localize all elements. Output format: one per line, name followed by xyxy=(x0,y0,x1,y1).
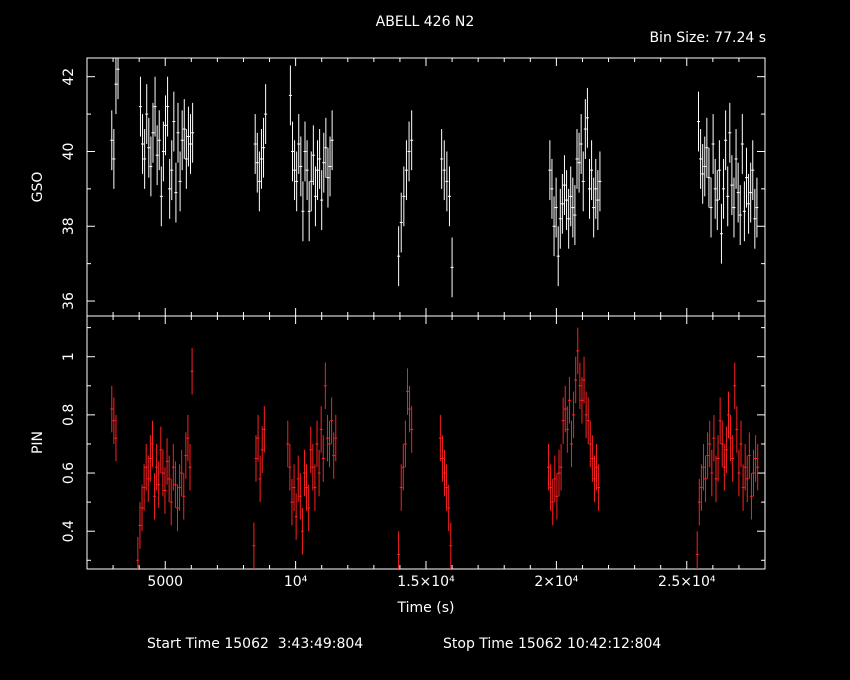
stop-time-label: Stop Time 15062 10:42:12:804 xyxy=(443,636,662,652)
top-panel-frame xyxy=(86,57,766,317)
bottom-panel-x-tick-label: 5000 xyxy=(147,574,183,590)
top-panel-y-tick-label: 42 xyxy=(61,68,77,86)
bottom-panel-y-tick-label: 0.6 xyxy=(61,462,77,484)
top-panel-y-tick-label: 36 xyxy=(61,292,77,310)
bottom-panel-y-tick-label: 1 xyxy=(61,352,77,361)
bottom-panel-x-tick-label: 2.5×10⁴ xyxy=(658,574,716,590)
bottom-panel-x-axis-label: Time (s) xyxy=(397,600,455,616)
bottom-panel-x-tick-label: 10⁴ xyxy=(284,574,308,590)
chart-title: ABELL 426 N2 xyxy=(375,14,475,30)
start-time-label: Start Time 15062 3:43:49:804 xyxy=(147,636,364,652)
bottom-panel-y-axis-label: PIN xyxy=(30,431,46,454)
bottom-panel-y-tick-label: 0.8 xyxy=(61,404,77,426)
bottom-panel-y-tick-label: 0.4 xyxy=(61,520,77,542)
bottom-panel-x-tick-label: 1.5×10⁴ xyxy=(397,574,455,590)
bin-size-label: Bin Size: 77.24 s xyxy=(649,30,766,46)
top-panel-y-tick-label: 38 xyxy=(61,217,77,235)
bottom-panel-frame xyxy=(86,315,766,570)
top-panel-y-axis-label: GSO xyxy=(30,172,46,203)
top-panel-y-tick-label: 40 xyxy=(61,143,77,161)
bottom-panel-x-tick-label: 2×10⁴ xyxy=(534,574,578,590)
